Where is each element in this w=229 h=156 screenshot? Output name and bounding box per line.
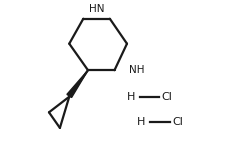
Text: H: H: [126, 92, 135, 102]
Polygon shape: [67, 70, 88, 98]
Text: Cl: Cl: [161, 92, 172, 102]
Text: NH: NH: [129, 65, 145, 75]
Text: HN: HN: [89, 4, 104, 14]
Text: H: H: [137, 117, 146, 127]
Text: Cl: Cl: [172, 117, 183, 127]
